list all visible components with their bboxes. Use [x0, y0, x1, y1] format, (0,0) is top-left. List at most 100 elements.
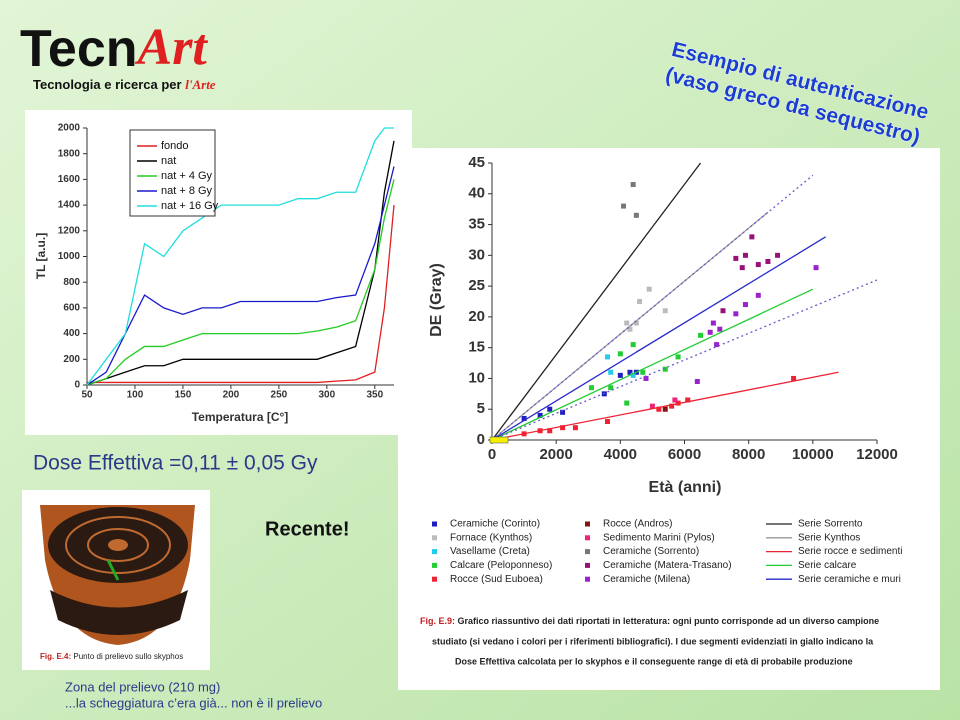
- data-point: [742, 252, 748, 258]
- data-point: [646, 286, 652, 292]
- legend-label: Serie Sorrento: [798, 519, 863, 530]
- y-tick-label: 0: [74, 380, 80, 391]
- legend-swatch: [432, 549, 437, 555]
- y-tick-label: 1600: [58, 174, 81, 185]
- recent-text: Recente!: [265, 518, 349, 540]
- data-point: [560, 409, 566, 415]
- data-point: [698, 332, 704, 338]
- legend-label: Rocce (Sud Euboea): [450, 574, 543, 585]
- series-line: [491, 162, 702, 441]
- series-line: [86, 166, 395, 386]
- y-tick-label: 40: [468, 185, 485, 202]
- data-point: [733, 255, 739, 261]
- data-point: [572, 425, 578, 431]
- series-line: [491, 174, 814, 441]
- data-point: [685, 397, 691, 403]
- series-line: [491, 371, 839, 441]
- legend-label: Ceramiche (Sorrento): [603, 546, 699, 557]
- y-tick-label: 35: [468, 216, 485, 233]
- data-point: [672, 397, 678, 403]
- note: ...la scheggiatura c’era già... non è il…: [65, 695, 322, 710]
- data-point: [627, 369, 633, 375]
- data-point: [633, 320, 639, 326]
- x-tick-label: 12000: [856, 446, 898, 463]
- figure-caption: Dose Effettiva calcolata per lo skyphos …: [455, 656, 853, 666]
- y-tick-label: 600: [63, 303, 80, 314]
- legend-label: Serie calcare: [798, 560, 857, 571]
- y-tick-label: 0: [477, 431, 485, 448]
- data-point: [775, 252, 781, 258]
- data-point: [733, 311, 739, 317]
- x-tick-label: 100: [127, 390, 144, 401]
- legend-label: nat: [161, 155, 176, 167]
- legend-label: nat + 8 Gy: [161, 185, 213, 197]
- legend-label: Serie ceramiche e muri: [798, 574, 901, 585]
- data-point: [605, 419, 610, 425]
- data-point: [707, 329, 713, 335]
- data-point: [560, 425, 566, 431]
- legend-label: Serie rocce e sedimenti: [798, 546, 903, 557]
- y-tick-label: 5: [477, 400, 485, 417]
- y-axis-label: TL [a.u.]: [34, 233, 48, 279]
- data-point: [662, 366, 668, 372]
- data-point: [537, 412, 543, 418]
- legend-label: Vasellame (Creta): [450, 546, 530, 557]
- x-tick-label: 150: [175, 390, 192, 401]
- y-tick-label: 20: [468, 308, 485, 325]
- data-point: [765, 258, 771, 264]
- y-axis-label: DE (Gray): [428, 263, 445, 337]
- data-point: [662, 406, 668, 412]
- data-point: [621, 203, 627, 209]
- y-tick-label: 800: [63, 277, 80, 288]
- data-point: [813, 265, 819, 271]
- data-point: [739, 265, 745, 271]
- x-tick-label: 2000: [539, 446, 572, 463]
- legend-label: Calcare (Peloponneso): [450, 560, 552, 571]
- y-tick-label: 25: [468, 277, 485, 294]
- legend-label: Serie Kynthos: [798, 532, 860, 543]
- data-point: [662, 308, 668, 314]
- legend-label: nat + 16 Gy: [161, 200, 219, 212]
- data-point: [630, 372, 636, 378]
- data-point: [791, 375, 797, 381]
- y-tick-label: 45: [468, 154, 485, 171]
- data-point: [755, 262, 761, 268]
- series-line: [87, 205, 395, 384]
- y-tick-label: 200: [63, 354, 80, 365]
- legend-swatch: [585, 549, 590, 555]
- data-point: [630, 342, 636, 348]
- data-point: [617, 351, 623, 357]
- series-line: [491, 288, 814, 441]
- x-tick-label: 200: [223, 390, 240, 401]
- data-point: [675, 354, 681, 360]
- x-tick-label: 8000: [732, 446, 765, 463]
- series-line: [491, 236, 827, 441]
- skyphos-highlight: [489, 436, 509, 444]
- dose-text: Dose Effettiva =0,11 ± 0,05 Gy: [33, 452, 318, 475]
- legend-swatch: [585, 535, 590, 541]
- data-point: [624, 400, 630, 406]
- data-point: [649, 403, 655, 409]
- data-point: [588, 385, 594, 391]
- y-tick-label: 1400: [58, 200, 81, 211]
- series-line: [86, 179, 395, 386]
- x-tick-label: 4000: [604, 446, 637, 463]
- legend-swatch: [585, 562, 590, 568]
- data-point: [742, 302, 748, 308]
- figure-caption: studiato (si vedano i colori per i rifer…: [432, 636, 874, 646]
- legend-swatch: [432, 576, 437, 582]
- legend-label: nat + 4 Gy: [161, 170, 213, 182]
- x-tick-label: 350: [366, 390, 383, 401]
- y-tick-label: 15: [468, 339, 485, 356]
- data-point: [637, 299, 643, 304]
- note: Zona del prelievo (210 mg): [65, 679, 220, 694]
- data-point: [547, 428, 553, 434]
- legend-label: Sedimento Marini (Pylos): [603, 532, 715, 543]
- data-point: [605, 354, 610, 360]
- tl-chart-panel: [25, 110, 412, 435]
- data-point: [694, 379, 700, 385]
- legend-box: [129, 129, 216, 217]
- data-point: [656, 406, 662, 412]
- data-point: [720, 308, 726, 314]
- de-chart-panel: [398, 148, 940, 690]
